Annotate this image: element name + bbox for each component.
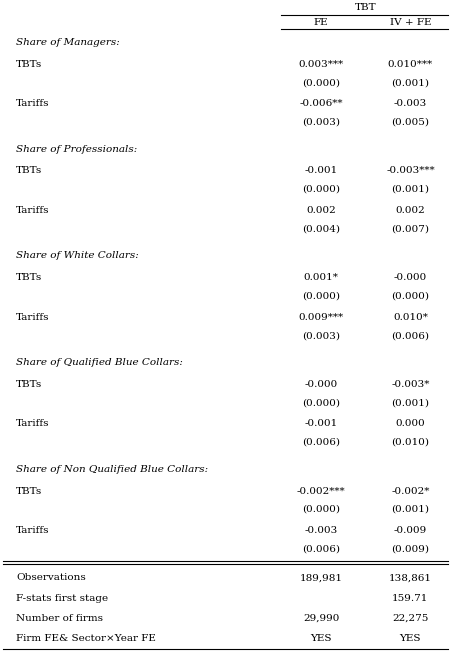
Text: 0.002: 0.002 [306,206,336,215]
Text: Tariffs: Tariffs [16,99,50,108]
Text: (0.000): (0.000) [391,291,429,301]
Text: -0.003: -0.003 [394,99,427,108]
Text: (0.001): (0.001) [391,185,429,194]
Text: (0.001): (0.001) [391,78,429,87]
Text: -0.002***: -0.002*** [297,486,345,496]
Text: -0.000: -0.000 [394,273,427,282]
Text: (0.000): (0.000) [302,78,340,87]
Text: (0.000): (0.000) [302,185,340,194]
Text: -0.003: -0.003 [304,526,338,535]
Text: YES: YES [311,634,332,644]
Text: Number of firms: Number of firms [16,614,103,623]
Text: (0.000): (0.000) [302,505,340,514]
Text: Firm FE& Sector×Year FE: Firm FE& Sector×Year FE [16,634,156,644]
Text: 0.003***: 0.003*** [299,60,344,68]
Text: F-stats first stage: F-stats first stage [16,594,108,602]
Text: Share of Non Qualified Blue Collars:: Share of Non Qualified Blue Collars: [16,465,208,474]
Text: 0.010*: 0.010* [393,313,428,321]
Text: 0.000: 0.000 [396,419,425,428]
Text: -0.006**: -0.006** [299,99,343,108]
Text: (0.000): (0.000) [302,291,340,301]
Text: 0.001*: 0.001* [304,273,339,282]
Text: TBTs: TBTs [16,380,42,389]
Text: 22,275: 22,275 [392,614,428,623]
Text: (0.003): (0.003) [302,118,340,126]
Text: TBTs: TBTs [16,166,42,175]
Text: Share of Managers:: Share of Managers: [16,38,120,47]
Text: Share of Professionals:: Share of Professionals: [16,145,138,154]
Text: Tariffs: Tariffs [16,526,50,535]
Text: YES: YES [400,634,421,644]
Text: (0.001): (0.001) [391,505,429,514]
Text: IV + FE: IV + FE [390,18,431,27]
Text: Share of White Collars:: Share of White Collars: [16,252,139,260]
Text: 29,990: 29,990 [303,614,340,623]
Text: -0.001: -0.001 [304,419,338,428]
Text: 0.010***: 0.010*** [388,60,433,68]
Text: -0.001: -0.001 [304,166,338,175]
Text: TBTs: TBTs [16,486,42,496]
Text: (0.003): (0.003) [302,331,340,340]
Text: 159.71: 159.71 [392,594,428,602]
Text: Observations: Observations [16,574,86,582]
Text: TBTs: TBTs [16,273,42,282]
Text: (0.006): (0.006) [302,437,340,447]
Text: (0.006): (0.006) [391,331,429,340]
Text: -0.000: -0.000 [304,380,338,389]
Text: 0.009***: 0.009*** [299,313,344,321]
Text: 0.002: 0.002 [396,206,425,215]
Text: TBTs: TBTs [16,60,42,68]
Text: -0.009: -0.009 [394,526,427,535]
Text: (0.007): (0.007) [391,224,429,233]
Text: (0.001): (0.001) [391,398,429,408]
Text: Share of Qualified Blue Collars:: Share of Qualified Blue Collars: [16,358,183,367]
Text: 189,981: 189,981 [300,574,343,582]
Text: -0.002*: -0.002* [391,486,429,496]
Text: (0.004): (0.004) [302,224,340,233]
Text: Tariffs: Tariffs [16,206,50,215]
Text: FE: FE [314,18,329,27]
Text: TBT: TBT [355,3,377,12]
Text: Tariffs: Tariffs [16,419,50,428]
Text: -0.003***: -0.003*** [386,166,435,175]
Text: 138,861: 138,861 [389,574,432,582]
Text: -0.003*: -0.003* [391,380,429,389]
Text: (0.010): (0.010) [391,437,429,447]
Text: (0.005): (0.005) [391,118,429,126]
Text: (0.006): (0.006) [302,544,340,554]
Text: Tariffs: Tariffs [16,313,50,321]
Text: (0.000): (0.000) [302,398,340,408]
Text: (0.009): (0.009) [391,544,429,554]
